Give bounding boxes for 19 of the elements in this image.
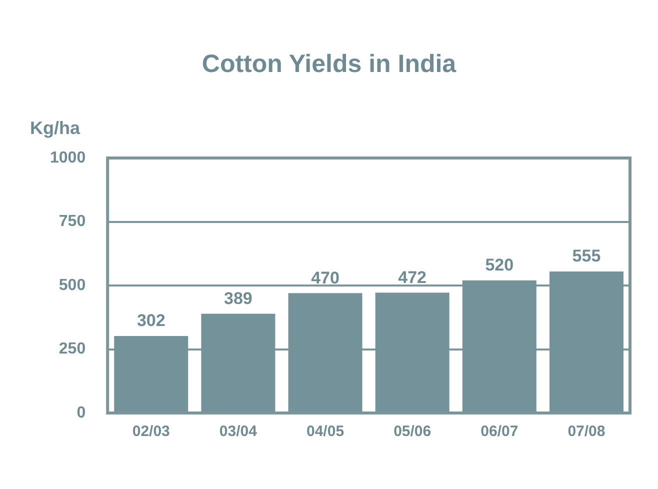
data-label: 302 (136, 311, 166, 330)
x-tick-label: 07/08 (568, 423, 606, 440)
x-tick-label: 06/07 (480, 423, 518, 440)
data-label: 555 (572, 246, 601, 266)
y-tick-label: 750 (58, 213, 86, 230)
x-tick-label: 03/04 (219, 423, 258, 440)
data-label: 520 (485, 256, 514, 275)
data-label: 472 (398, 268, 427, 287)
y-axis-title: Kg/ha (30, 118, 81, 138)
data-label: 389 (224, 288, 252, 308)
y-tick-label: 1000 (50, 149, 86, 166)
y-tick-label: 0 (76, 404, 86, 422)
x-tick-label: 04/05 (306, 423, 344, 440)
data-label: 470 (311, 268, 340, 288)
y-tick-label: 250 (58, 340, 86, 358)
x-tick-label: 05/06 (394, 423, 432, 440)
chart-title: Cotton Yields in India (202, 50, 458, 78)
y-tick-label: 500 (58, 276, 86, 294)
x-tick-label: 02/03 (132, 423, 170, 440)
